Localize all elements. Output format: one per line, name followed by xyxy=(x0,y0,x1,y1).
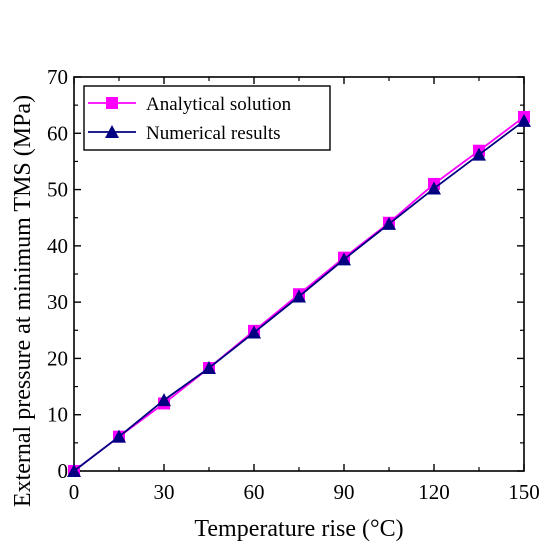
legend-swatch-marker-numerical xyxy=(105,125,119,138)
legend-swatch-marker-analytical xyxy=(106,97,118,109)
axis-ticks: 0 30 60 90 120 150 0 10 20 30 40 50 60 70 xyxy=(47,65,540,504)
y-tick-label: 50 xyxy=(47,178,68,202)
data-point-numerical xyxy=(292,289,306,303)
data-point-numerical xyxy=(67,464,81,477)
series-group xyxy=(67,110,531,477)
x-tick-label: 120 xyxy=(418,480,450,504)
x-axis-title: Temperature rise (°C) xyxy=(194,516,403,542)
legend-box xyxy=(83,85,331,151)
data-point-numerical xyxy=(382,216,396,230)
x-tick-label: 90 xyxy=(334,480,355,504)
legend: Analytical solution Numerical results xyxy=(83,85,331,151)
y-tick-label: 20 xyxy=(47,346,68,370)
data-point-numerical xyxy=(202,360,216,374)
data-point-numerical xyxy=(157,393,171,407)
data-point-numerical xyxy=(517,113,531,127)
data-point-numerical xyxy=(247,325,261,339)
y-tick-label: 40 xyxy=(47,234,68,258)
y-axis-title: External pressure at minimum TMS (MPa) xyxy=(10,95,36,507)
legend-label-analytical: Analytical solution xyxy=(146,94,292,115)
data-point-numerical xyxy=(337,252,351,266)
x-tick-label: 150 xyxy=(508,480,540,504)
legend-label-numerical: Numerical results xyxy=(146,123,281,144)
x-tick-label: 0 xyxy=(69,480,80,504)
x-tick-label: 60 xyxy=(244,480,265,504)
y-tick-label: 70 xyxy=(47,65,68,89)
y-tick-label: 0 xyxy=(58,459,69,483)
data-point-numerical xyxy=(472,147,486,161)
y-tick-label: 30 xyxy=(47,290,68,314)
y-tick-label: 60 xyxy=(47,121,68,145)
data-point-numerical xyxy=(112,429,126,443)
data-point-numerical xyxy=(427,181,441,195)
y-tick-label: 10 xyxy=(47,403,68,427)
x-tick-label: 30 xyxy=(154,480,175,504)
